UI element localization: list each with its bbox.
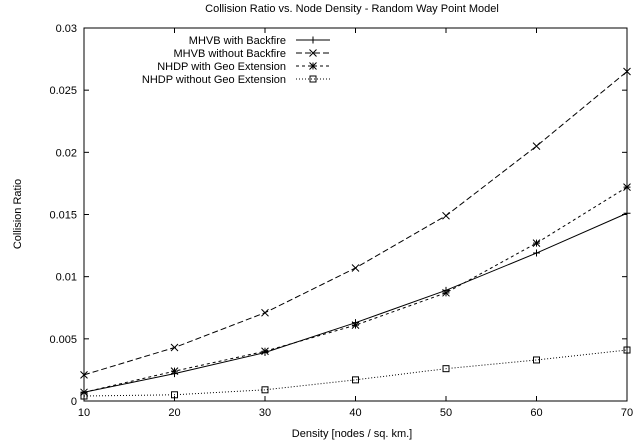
legend-label: NHDP with Geo Extension [157, 61, 286, 73]
y-tick-label: 0.03 [56, 23, 77, 35]
series-4 [80, 346, 631, 400]
y-axis-label: Collision Ratio [12, 179, 24, 249]
data-point [442, 365, 450, 373]
data-point [261, 308, 269, 317]
x-axis: 10 20 30 40 50 60 70 [78, 28, 633, 419]
legend-marker [309, 62, 317, 70]
series-line [83, 71, 628, 376]
y-tick-label: 0 [71, 396, 77, 408]
data-point [623, 346, 631, 354]
data-point [352, 376, 359, 384]
data-point [80, 371, 88, 379]
data-point [261, 386, 269, 394]
data-point [261, 347, 269, 356]
x-tick-label: 60 [530, 407, 542, 419]
series-line [83, 212, 628, 393]
data-point [532, 142, 541, 150]
legend-marker [309, 36, 317, 44]
legend-item: MHVB without Backfire [174, 48, 330, 60]
legend-item: MHVB with Backfire [189, 35, 330, 47]
data-point [623, 183, 631, 192]
data-point [170, 367, 179, 376]
data-point [171, 391, 178, 399]
data-point [442, 288, 450, 297]
data-point [623, 67, 631, 76]
data-point [533, 249, 540, 257]
x-tick-label: 70 [621, 407, 633, 419]
x-tick-label: 40 [349, 407, 361, 419]
x-tick-label: 10 [78, 407, 90, 419]
x-tick-label: 20 [168, 407, 180, 419]
y-tick-label: 0.005 [49, 334, 77, 346]
legend-label: NHDP without Geo Extension [142, 74, 286, 86]
series-2 [80, 67, 631, 379]
data-point [170, 343, 179, 352]
y-axis: 0 0.005 0.01 0.015 0.02 0.025 0.03 [49, 23, 627, 408]
data-point [442, 211, 450, 220]
legend-marker [309, 49, 317, 57]
y-tick-label: 0.025 [49, 85, 77, 97]
legend-item: NHDP without Geo Extension [142, 74, 330, 86]
data-point [623, 209, 631, 217]
y-tick-label: 0.01 [56, 272, 77, 284]
series-line [83, 186, 628, 393]
legend-label: MHVB without Backfire [174, 48, 286, 60]
data-point [532, 239, 541, 247]
data-point [351, 321, 360, 330]
data-point [80, 388, 88, 397]
legend-item: NHDP with Geo Extension [157, 61, 330, 73]
x-axis-label: Density [nodes / sq. km.] [292, 428, 412, 440]
data-point [533, 356, 540, 364]
series-3 [80, 183, 631, 397]
data-point [80, 392, 88, 400]
series-layer [80, 67, 631, 400]
x-tick-label: 30 [259, 407, 271, 419]
y-tick-label: 0.02 [56, 147, 77, 159]
data-point [351, 264, 360, 272]
x-tick-label: 50 [440, 407, 452, 419]
series-1 [80, 209, 631, 396]
y-tick-label: 0.015 [49, 210, 77, 222]
legend-marker [309, 75, 317, 83]
legend-label: MHVB with Backfire [189, 35, 286, 47]
series-line [83, 349, 628, 397]
chart-title: Collision Ratio vs. Node Density - Rando… [205, 3, 499, 15]
